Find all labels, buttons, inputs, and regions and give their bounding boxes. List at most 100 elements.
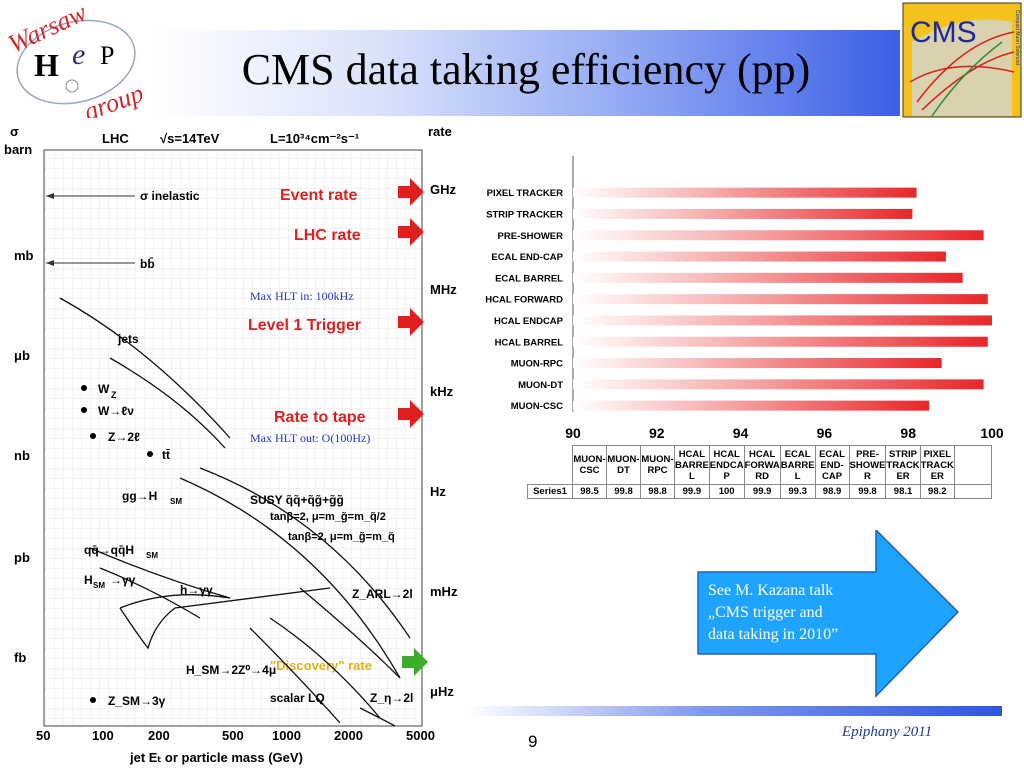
unit-mhz: MHz: [430, 282, 457, 297]
label-tanb-2: tanβ=2, μ=m_g̃=m_q̃: [288, 531, 395, 543]
category-label: MUON-RPC: [511, 359, 563, 370]
title-bar: CMS data taking efficiency (pp): [152, 30, 900, 116]
table-header-line: FORWA: [744, 459, 780, 471]
talk-note-line-1: See M. Kazana talk: [708, 582, 834, 599]
rate-to-tape-arrow: [398, 400, 424, 428]
unit-mb: mb: [14, 248, 34, 263]
x-tick-label: 90: [565, 425, 581, 441]
table-empty-cell: [953, 445, 992, 485]
table-header-line: SHOWE: [849, 459, 886, 471]
table-value-cell: 99.9: [674, 484, 710, 499]
x-tick-label: 100: [980, 425, 1004, 441]
level1-trigger-label: Level 1 Trigger: [248, 317, 361, 334]
cms-logo: CMS Compact Muon Solenoid: [902, 2, 1022, 118]
label-qq-qqh: qq̄→qq̄H: [84, 543, 134, 557]
unit-hz: Hz: [430, 484, 446, 499]
category-label: HCAL BARREL: [495, 337, 564, 348]
event-rate-arrow: [398, 178, 424, 206]
table-header-cell: PRE- SHOWE R: [848, 445, 887, 485]
label-h-gg-sm-sub: SM: [93, 581, 105, 590]
warsaw-hep-group-logo: Warsaw H e P group: [4, 0, 148, 118]
table-header-line: BARRE: [780, 459, 815, 471]
slide-title: CMS data taking efficiency (pp): [241, 45, 811, 94]
table-header-line: PRE-: [856, 448, 879, 460]
efficiency-bar-chart: PIXEL TRACKER STRIP TRACKER PRE-SHOWER ECAL…: [485, 156, 1004, 441]
series-name-cell: Series1: [527, 484, 573, 499]
category-label: ECAL END-CAP: [491, 252, 563, 263]
bar-muon-rpc: [573, 358, 942, 369]
table-corner-cell: [528, 446, 573, 485]
table-header-line: MUON-: [607, 454, 640, 465]
table-value-cell: 99.9: [743, 484, 781, 499]
x-tick-100: 100: [92, 728, 114, 743]
table-header-line: RD: [755, 470, 770, 482]
energy-header: √s=14TeV: [160, 131, 220, 146]
sigma-label: σ: [10, 124, 19, 139]
unit-khz: kHz: [430, 384, 454, 399]
label-wlnu: W→ℓν: [98, 404, 134, 418]
table-header-cell: MUON- RPC: [640, 445, 675, 485]
table-header-line: TRACK: [886, 459, 920, 471]
table-header-cell: STRIP TRACK ER: [885, 445, 921, 485]
table-header-line: L: [794, 470, 801, 482]
table-header-line: DT: [617, 465, 630, 476]
label-h-gg-sm-decay: →γγ: [110, 573, 136, 587]
table-header-line: MUON-: [573, 454, 606, 465]
category-labels: PIXEL TRACKER STRIP TRACKER PRE-SHOWER ECAL…: [485, 188, 563, 412]
talk-callout-arrow: [697, 530, 960, 698]
x-tick-1000: 1000: [272, 728, 301, 743]
x-axis-label: jet Eₜ or particle mass (GeV): [129, 750, 303, 765]
logo-h-letter: H: [34, 47, 59, 83]
table-header-cell: HCAL ENDCA P: [708, 445, 745, 485]
bar-hcal-barrel: [573, 336, 988, 347]
label-jets: jets: [117, 332, 139, 346]
table-header-line: ECAL: [784, 448, 811, 460]
discovery-rate-label: "Discovery" rate: [270, 658, 372, 673]
table-value-cell: 98.8: [640, 484, 675, 499]
table-header-line: ER: [930, 470, 944, 482]
table-header-line: TRACK: [920, 459, 954, 471]
label-susy: SUSY q̃q̃+q̃g̃+g̃g̃: [250, 493, 344, 507]
event-rate-label: Event rate: [280, 187, 357, 204]
l1-trigger-arrow: [398, 308, 424, 336]
footer-text: Epiphany 2011: [842, 724, 933, 740]
label-wz: W: [98, 382, 110, 396]
unit-mhz-small: mHz: [430, 584, 458, 599]
table-value-cell: 100: [708, 484, 745, 499]
table-empty-cell: [953, 484, 992, 499]
x-tick-label: 96: [817, 425, 833, 441]
label-bb: bb̄: [140, 257, 155, 271]
label-tanb-1: tanβ=2, μ=m_g̃=m_q̃/2: [270, 511, 386, 523]
lhc-header: LHC: [102, 131, 129, 146]
table-row: Series1 98.5 99.8 98.8 99.9 100 99.9 99.3 98.9 9…: [527, 484, 992, 499]
table-header-line: ENDCA: [709, 459, 744, 471]
discovery-rate-arrow: [402, 648, 428, 676]
table-header-line: ER: [896, 470, 910, 482]
x-tick-50: 50: [36, 728, 50, 743]
table-header-line: HCAL: [748, 448, 776, 460]
table-header-line: HCAL: [713, 448, 740, 460]
x-tick-labels: 90 92 94 96 98 100: [565, 425, 1004, 441]
table-header-cell: HCAL FORWA RD: [743, 445, 781, 485]
category-label: MUON-DT: [518, 380, 563, 391]
table-header-cell: PIXEL TRACK ER: [919, 445, 955, 485]
bar-pixel-tracker: [573, 187, 917, 198]
label-z-eta: Z_η→2l: [370, 691, 413, 705]
unit-ub: μb: [14, 348, 30, 363]
table-header-line: CSC: [579, 465, 600, 476]
lhc-rate-label: LHC rate: [294, 227, 361, 244]
bar-hcal-endcap: [573, 315, 992, 326]
category-label: MUON-CSC: [511, 401, 563, 412]
table-header-line: STRIP: [889, 448, 918, 460]
x-tick-label: 94: [733, 425, 749, 441]
table-header-cell: MUON- CSC: [572, 445, 607, 485]
lumi-header: L=10³⁴cm⁻²s⁻¹: [270, 131, 359, 146]
bar-muon-dt: [573, 379, 984, 390]
logo-group-text: group: [80, 78, 147, 118]
unit-ghz: GHz: [430, 182, 457, 197]
bars-group: [573, 187, 992, 411]
table-value-cell: 98.2: [919, 484, 955, 499]
table-header-line: MUON-: [641, 454, 674, 465]
label-z-sm: Z_SM→3γ: [108, 694, 166, 708]
bottom-accent-bar: [466, 706, 1002, 716]
